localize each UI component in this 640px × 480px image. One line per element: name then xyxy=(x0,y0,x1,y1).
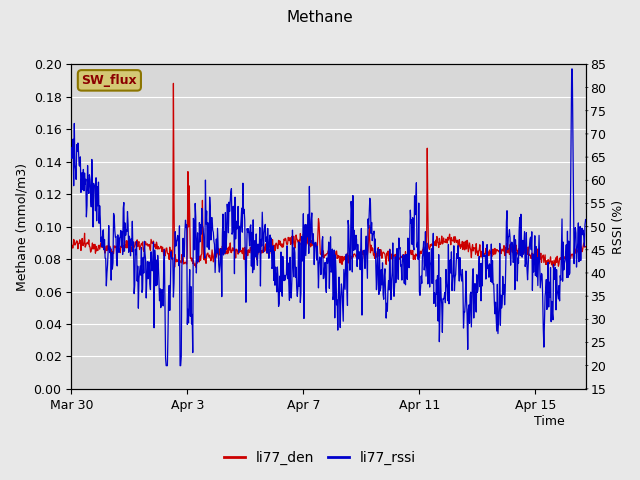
Y-axis label: RSSI (%): RSSI (%) xyxy=(612,200,625,253)
Y-axis label: Methane (mmol/m3): Methane (mmol/m3) xyxy=(15,163,28,290)
Legend: li77_den, li77_rssi: li77_den, li77_rssi xyxy=(218,445,422,471)
Text: SW_flux: SW_flux xyxy=(81,74,137,87)
X-axis label: Time: Time xyxy=(534,415,565,428)
Text: Methane: Methane xyxy=(287,10,353,24)
